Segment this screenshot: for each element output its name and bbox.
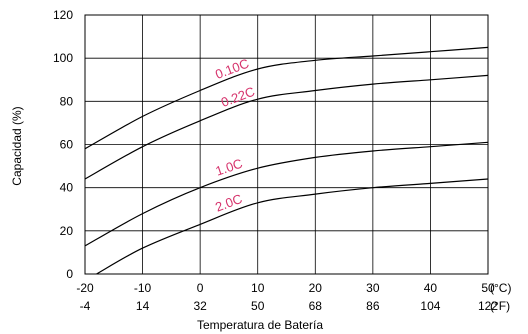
x-tick-label: -10 <box>134 281 152 295</box>
x-tick-label: 10 <box>251 281 265 295</box>
plot-frame <box>84 14 489 275</box>
y-tick-label: 60 <box>60 138 74 152</box>
series-curve-0 <box>84 46 489 150</box>
x-secondary-tick-label: 104 <box>420 299 440 313</box>
series-curve-3 <box>96 178 489 275</box>
y-tick-label: 100 <box>53 51 73 65</box>
grid <box>84 14 489 275</box>
y-tick-label: 20 <box>60 224 74 238</box>
x-tick-label: 50 <box>481 281 495 295</box>
series-curves <box>84 46 489 275</box>
x-unit-primary: (°C) <box>490 281 511 295</box>
x-secondary-tick-label: 68 <box>309 299 323 313</box>
x-secondary-tick-label: 50 <box>251 299 265 313</box>
y-tick-label: 80 <box>60 94 74 108</box>
x-tick-label: 40 <box>424 281 438 295</box>
x-tick-label: 20 <box>309 281 323 295</box>
x-tick-label: 30 <box>366 281 380 295</box>
x-axis-title: Temperatura de Batería <box>197 318 323 332</box>
x-secondary-tick-label: 14 <box>136 299 150 313</box>
x-unit-secondary: (°F) <box>490 299 510 313</box>
y-tick-label: 40 <box>60 181 74 195</box>
series-label-3: 2.0C <box>213 191 244 215</box>
series-curve-1 <box>84 74 489 180</box>
x-secondary-tick-label: -4 <box>80 299 91 313</box>
series-curve-2 <box>84 141 489 247</box>
y-axis-ticks: 0 20 40 60 80 100 120 <box>53 8 73 281</box>
y-tick-label: 0 <box>66 267 73 281</box>
y-tick-label: 120 <box>53 8 73 22</box>
series-label-2: 1.0C <box>214 156 245 179</box>
x-secondary-tick-label: 32 <box>193 299 207 313</box>
x-secondary-tick-label: 86 <box>366 299 380 313</box>
x-secondary-tick-label: 122 <box>478 299 498 313</box>
x-tick-label: -20 <box>76 281 94 295</box>
x-axis-ticks: -20 -4 -10 14 0 32 10 50 20 68 30 86 40 104 50 122 <box>76 281 498 313</box>
y-axis-title: Capacidad (%) <box>10 106 24 185</box>
x-tick-label: 0 <box>197 281 204 295</box>
